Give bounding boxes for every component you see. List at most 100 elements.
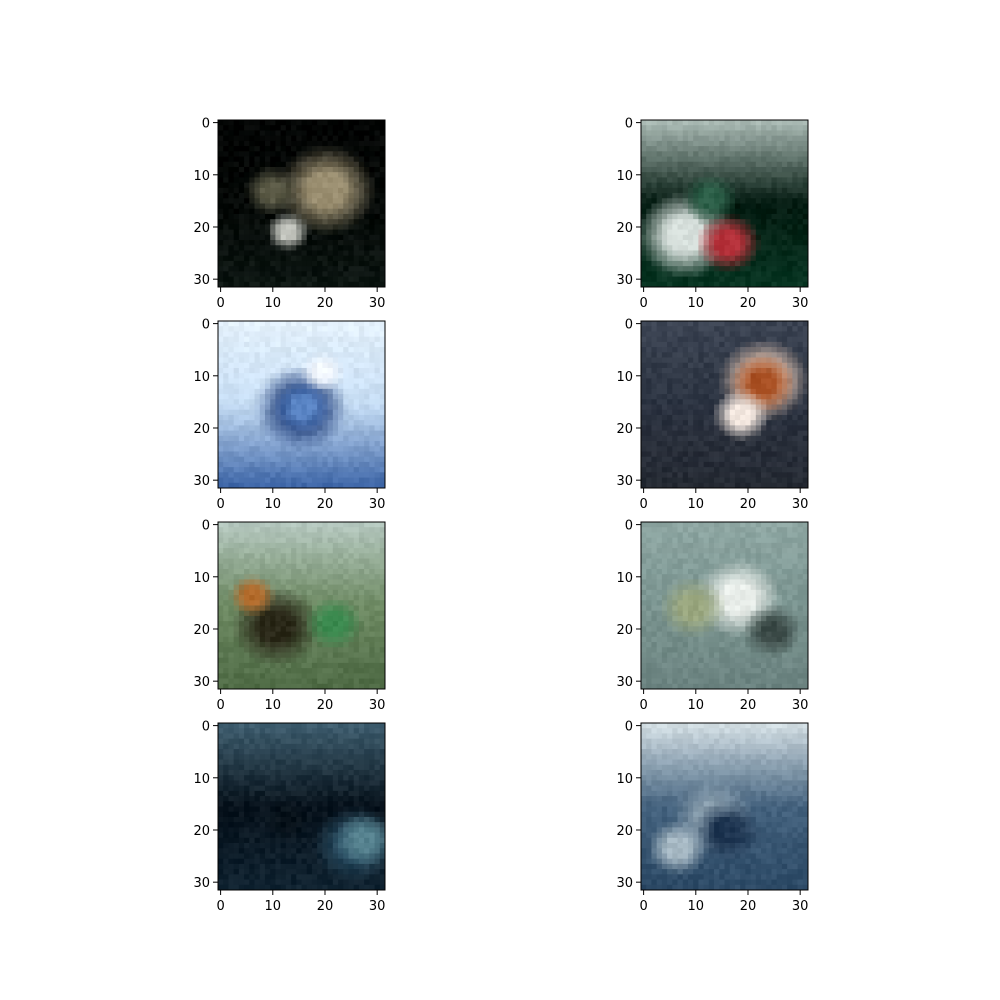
image-pixel	[218, 198, 224, 204]
image-pixel	[301, 193, 308, 199]
image-pixel	[311, 522, 318, 528]
image-pixel	[259, 477, 266, 484]
image-pixel	[306, 461, 313, 468]
image-pixel	[296, 229, 302, 236]
image-pixel	[719, 135, 725, 142]
image-pixel	[280, 636, 287, 643]
image-pixel	[275, 245, 282, 251]
image-pixel	[353, 610, 360, 617]
image-pixel	[708, 341, 715, 348]
image-pixel	[218, 146, 224, 152]
image-pixel	[656, 331, 663, 338]
image-pixel	[766, 441, 772, 447]
image-pixel	[228, 615, 235, 622]
image-pixel	[285, 558, 292, 565]
image-pixel	[714, 156, 720, 163]
image-pixel	[703, 331, 710, 338]
image-pixel	[218, 532, 224, 539]
image-pixel	[734, 182, 741, 189]
image-pixel	[306, 430, 313, 437]
image-pixel	[264, 409, 271, 416]
image-pixel	[677, 130, 684, 137]
image-pixel	[343, 378, 349, 385]
image-pixel	[729, 373, 736, 379]
image-pixel	[776, 446, 783, 452]
image-pixel	[285, 240, 292, 246]
image-pixel	[379, 151, 386, 157]
image-pixel	[353, 636, 360, 643]
image-pixel	[218, 357, 224, 364]
image-pixel	[348, 615, 355, 622]
image-pixel	[322, 213, 328, 220]
image-pixel	[651, 347, 658, 353]
image-pixel	[693, 130, 699, 137]
image-pixel	[672, 435, 678, 442]
image-pixel	[233, 182, 240, 189]
image-pixel	[364, 156, 370, 163]
image-pixel	[364, 642, 370, 648]
image-pixel	[781, 208, 788, 215]
image-pixel	[322, 600, 328, 606]
image-pixel	[703, 219, 710, 225]
image-pixel	[693, 409, 699, 416]
image-pixel	[364, 166, 370, 173]
image-pixel	[379, 146, 386, 152]
image-pixel	[771, 266, 778, 272]
image-pixel	[338, 130, 344, 137]
image-pixel	[740, 172, 746, 178]
image-pixel	[693, 240, 699, 246]
image-pixel	[724, 430, 731, 437]
image-pixel	[729, 260, 736, 267]
image-pixel	[291, 341, 297, 348]
image-pixel	[646, 120, 652, 126]
image-pixel	[317, 260, 323, 267]
image-pixel	[285, 477, 292, 484]
image-pixel	[275, 250, 282, 257]
image-pixel	[667, 451, 673, 458]
image-pixel	[656, 341, 663, 348]
image-pixel	[244, 135, 250, 142]
image-pixel	[285, 584, 292, 591]
image-pixel	[327, 266, 334, 272]
image-pixel	[656, 135, 663, 142]
image-pixel	[693, 331, 699, 338]
image-pixel	[792, 430, 798, 437]
image-pixel	[787, 420, 793, 426]
image-pixel	[353, 626, 360, 632]
image-pixel	[270, 208, 276, 215]
image-pixel	[343, 621, 349, 627]
image-pixel	[755, 321, 762, 327]
image-pixel	[729, 388, 736, 395]
image-pixel	[379, 260, 386, 267]
image-pixel	[317, 420, 323, 426]
image-pixel	[667, 467, 673, 473]
image-pixel	[693, 451, 699, 458]
image-pixel	[776, 373, 783, 379]
image-pixel	[244, 234, 250, 241]
image-pixel	[317, 266, 323, 272]
image-pixel	[693, 161, 699, 168]
image-pixel	[755, 399, 762, 405]
image-pixel	[275, 240, 282, 246]
image-pixel	[661, 362, 668, 369]
image-pixel	[719, 271, 725, 277]
image-pixel	[353, 446, 360, 452]
image-pixel	[228, 321, 235, 327]
image-pixel	[766, 193, 772, 199]
image-pixel	[651, 208, 658, 215]
image-pixel	[343, 341, 349, 348]
image-pixel	[327, 441, 334, 447]
x-tick-label: 30	[369, 296, 386, 311]
image-pixel	[228, 647, 235, 653]
image-pixel	[327, 537, 334, 544]
image-pixel	[244, 276, 250, 283]
image-pixel	[750, 125, 757, 131]
image-pixel	[379, 130, 386, 137]
image-pixel	[338, 537, 344, 544]
image-pixel	[364, 394, 370, 400]
image-pixel	[358, 563, 365, 570]
image-pixel	[667, 441, 673, 447]
image-pixel	[306, 271, 313, 277]
image-pixel	[661, 373, 668, 379]
image-pixel	[364, 203, 370, 210]
